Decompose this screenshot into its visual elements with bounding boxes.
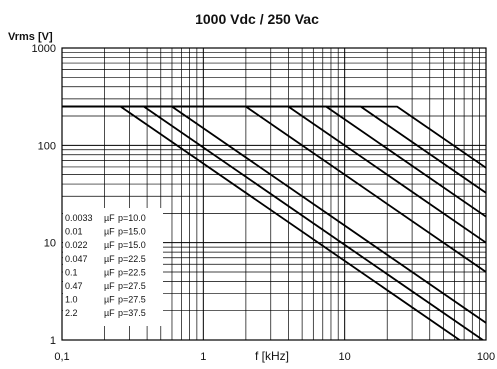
legend-pitch: p=22.5	[118, 254, 146, 264]
chart-title: 1000 Vdc / 250 Vac	[195, 11, 319, 27]
y-tick-label: 1	[50, 335, 56, 347]
x-tick-label: 1	[200, 351, 206, 363]
legend-capacitance: 2.2	[65, 308, 78, 318]
legend-capacitance: 0.022	[65, 240, 88, 250]
grid	[61, 48, 486, 341]
x-axis-label: f [kHz]	[255, 349, 289, 363]
plot-frame	[61, 47, 487, 341]
legend-unit: µF	[104, 295, 115, 305]
legend-pitch: p=15.0	[118, 240, 146, 250]
legend-pitch: p=27.5	[118, 281, 146, 291]
legend-pitch: p=15.0	[118, 227, 146, 237]
x-tick-label: 0,1	[54, 351, 69, 363]
y-tick-label: 10	[44, 238, 56, 250]
legend-capacitance: 0.1	[65, 267, 78, 277]
x-tick-label: 100	[477, 351, 495, 363]
legend-unit: µF	[104, 267, 115, 277]
legend-unit: µF	[104, 254, 115, 264]
tick-labels: 1 10 100 1000 0,1 1 10 100	[32, 43, 496, 363]
legend-pitch: p=10.0	[118, 213, 146, 223]
legend-capacitance: 1.0	[65, 295, 78, 305]
legend-unit: µF	[104, 308, 115, 318]
legend-capacitance: 0.0033	[65, 213, 93, 223]
x-tick-label: 10	[339, 351, 351, 363]
series-lines	[62, 105, 486, 340]
legend: 0.0033 µF p=10.00.01 µF p=15.00.022 µF p=15.00…	[65, 213, 146, 318]
y-tick-label: 1000	[32, 43, 56, 55]
legend-pitch: p=22.5	[118, 267, 146, 277]
legend-unit: µF	[104, 240, 115, 250]
y-tick-label: 100	[38, 140, 56, 152]
legend-capacitance: 0.47	[65, 281, 83, 291]
y-axis-label: Vrms [V]	[8, 31, 53, 43]
legend-unit: µF	[104, 227, 115, 237]
legend-capacitance: 0.01	[65, 227, 83, 237]
legend-pitch: p=27.5	[118, 295, 146, 305]
legend-unit: µF	[104, 281, 115, 291]
legend-background	[63, 208, 163, 326]
series-line-2.2	[62, 105, 462, 340]
legend-pitch: p=37.5	[118, 308, 146, 318]
legend-unit: µF	[104, 213, 115, 223]
legend-capacitance: 0.047	[65, 254, 88, 264]
